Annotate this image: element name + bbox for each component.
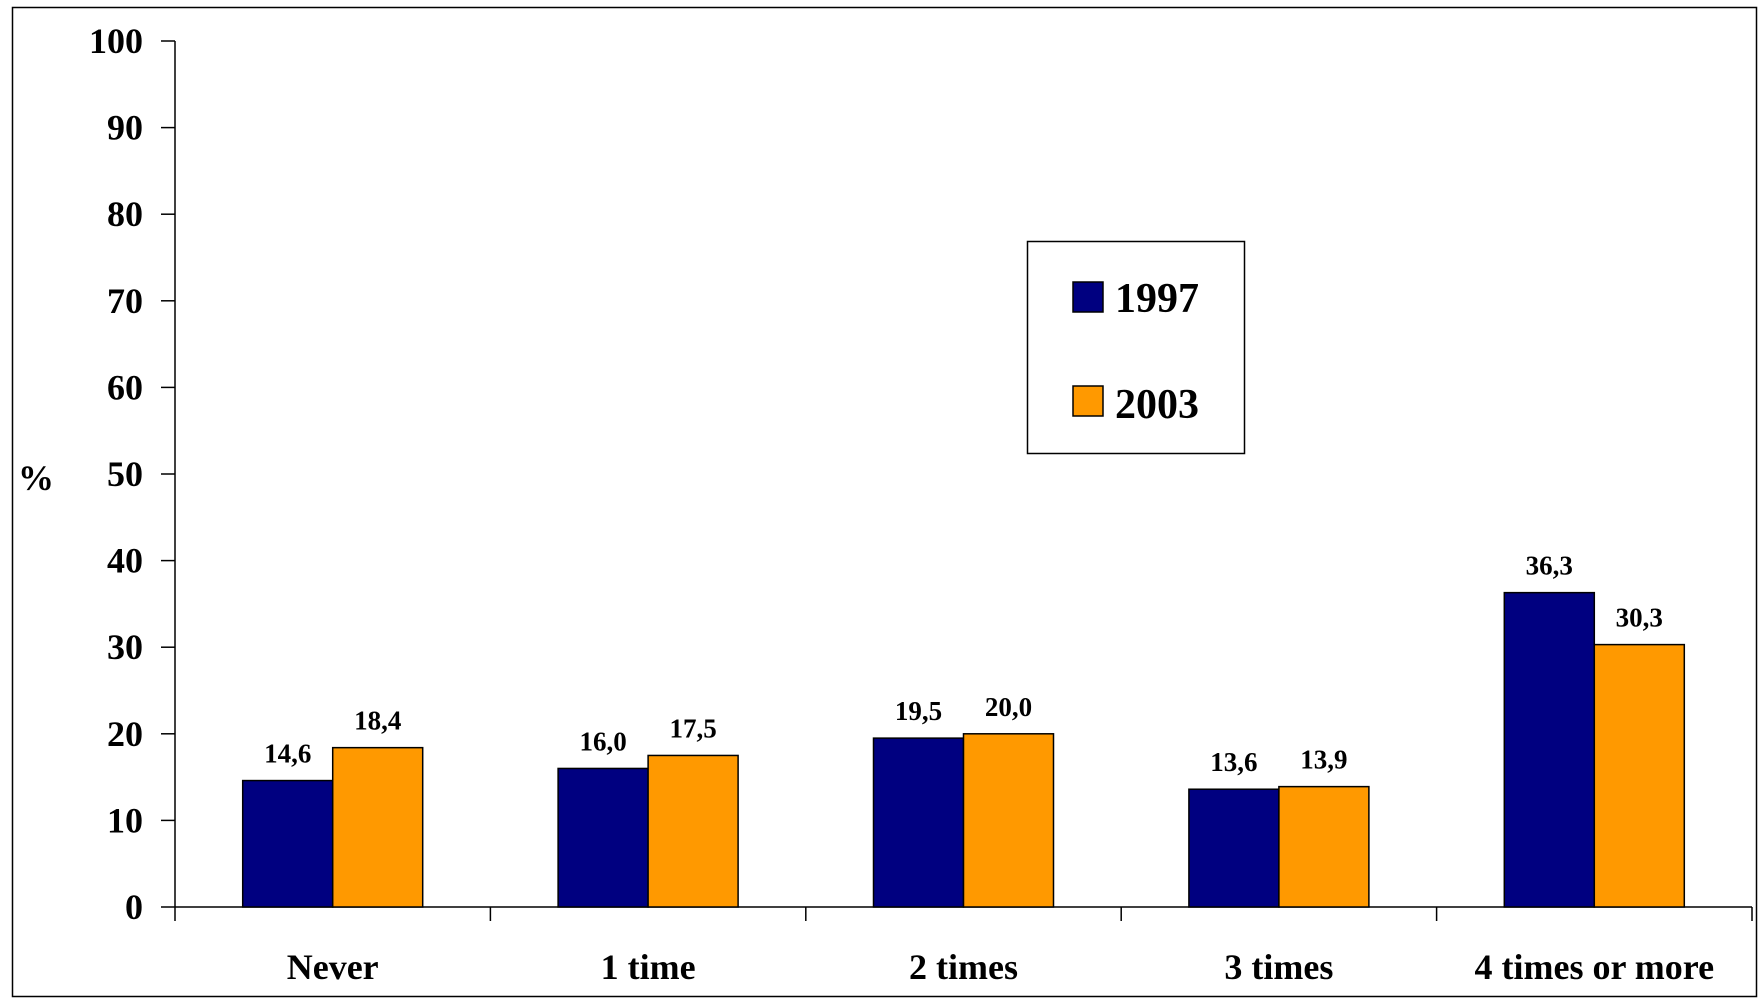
x-category-label: 3 times — [1224, 947, 1333, 987]
bar-1997 — [241, 779, 334, 908]
y-tick-label: 100 — [89, 21, 143, 61]
data-label-2003: 20,0 — [985, 692, 1032, 722]
bar-2003 — [1593, 643, 1686, 908]
x-category-label: 1 time — [601, 947, 696, 987]
y-tick-label: 50 — [107, 454, 143, 494]
bars — [241, 591, 1686, 908]
legend-swatch-2003 — [1072, 385, 1104, 417]
legend-label-2003: 2003 — [1115, 382, 1199, 428]
data-label-1997: 13,6 — [1210, 747, 1257, 777]
legend: 1997 2003 — [1026, 240, 1246, 455]
data-label-2003: 17,5 — [669, 713, 716, 743]
bar-2003 — [962, 733, 1055, 908]
y-tick-label: 90 — [107, 108, 143, 148]
y-axis: 0 10 20 30 40 50 60 70 80 90 100 — [89, 21, 176, 927]
x-category-label: 2 times — [909, 947, 1018, 987]
data-label-2003: 30,3 — [1616, 603, 1663, 633]
y-tick-label: 70 — [107, 281, 143, 321]
y-tick-label: 20 — [107, 714, 143, 754]
x-category-label: 4 times or more — [1475, 947, 1715, 987]
data-label-1997: 19,5 — [895, 696, 942, 726]
y-tick-label: 30 — [107, 627, 143, 667]
bar-2003 — [1278, 785, 1370, 908]
y-tick-label: 80 — [107, 194, 143, 234]
bar-2003 — [331, 746, 424, 908]
x-category-label: Never — [287, 947, 379, 987]
legend-label-1997: 1997 — [1115, 276, 1199, 322]
data-label-2003: 18,4 — [354, 706, 401, 736]
data-label-1997: 36,3 — [1526, 551, 1573, 581]
data-label-1997: 14,6 — [264, 739, 311, 769]
y-tick-label: 40 — [107, 541, 143, 581]
data-label-1997: 16,0 — [579, 726, 626, 756]
y-tick-label: 10 — [107, 800, 143, 840]
legend-swatch-1997 — [1072, 281, 1104, 313]
bar-1997 — [557, 767, 649, 908]
bar-1997 — [1188, 788, 1280, 908]
bar-1997 — [872, 737, 965, 908]
y-axis-label: % — [18, 458, 54, 498]
legend-box — [1026, 240, 1246, 455]
x-axis: Never 1 time 2 times 3 times 4 times or more — [174, 906, 1753, 987]
data-label-2003: 13,9 — [1300, 745, 1347, 775]
y-tick-label: 0 — [125, 887, 143, 927]
y-tick-label: 60 — [107, 367, 143, 407]
bar-2003 — [647, 754, 739, 908]
data-labels: 14,6 18,4 16,0 17,5 19,5 20,0 13,6 13,9 36,3 30,3 — [264, 551, 1663, 778]
bar-1997 — [1503, 591, 1596, 908]
